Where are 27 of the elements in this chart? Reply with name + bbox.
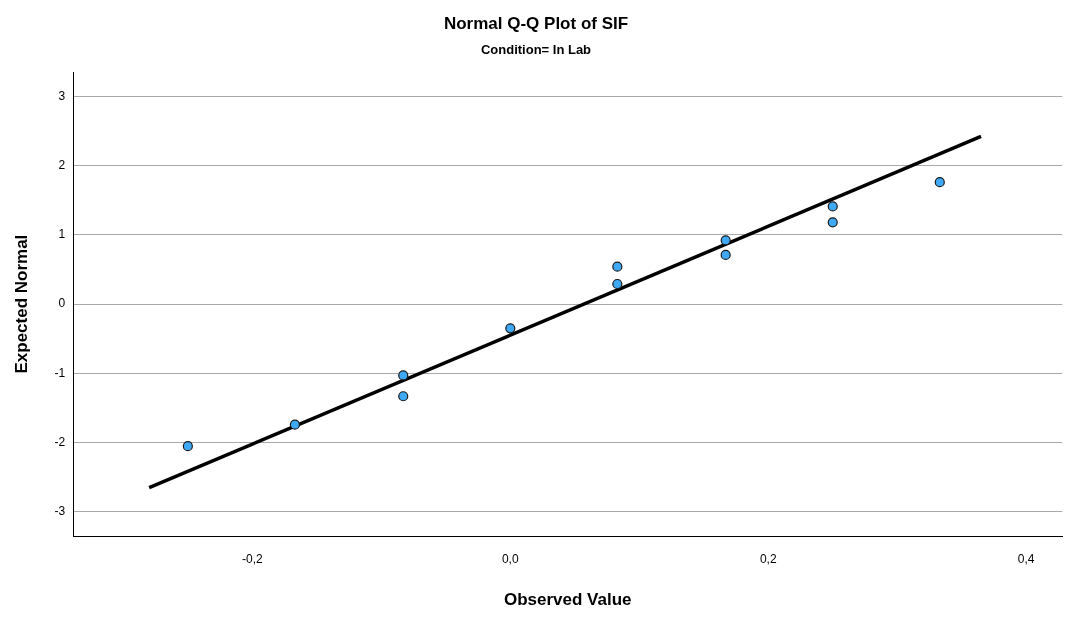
point [505, 323, 516, 334]
y-axis-title: Expected Normal [11, 234, 31, 374]
chart-subtitle: Condition= In Lab [480, 41, 592, 57]
y-tick-label: -2 [54, 434, 66, 449]
point [612, 261, 623, 272]
y-tick-label: 3 [58, 88, 66, 103]
point [398, 391, 409, 402]
x-axis-title: Observed Value [503, 590, 632, 610]
x-tick-label: 0,4 [1017, 551, 1035, 566]
y-tick-label: 0 [58, 296, 66, 311]
point [289, 419, 300, 430]
chart-title: Normal Q-Q Plot of SIF [443, 13, 629, 33]
x-tick-label: 0,2 [759, 551, 777, 566]
point [827, 217, 838, 228]
y-tick-label: -3 [54, 504, 66, 519]
y-tick-label: 2 [58, 157, 66, 172]
point [720, 249, 731, 261]
y-tick-label: 1 [58, 227, 66, 242]
y-tick-label: -1 [54, 365, 66, 380]
x-tick-label: -0,2 [242, 551, 263, 566]
point [182, 441, 193, 452]
point [827, 201, 838, 212]
point [398, 370, 409, 381]
point [720, 235, 731, 246]
point [612, 278, 623, 290]
x-tick-label: 0,0 [501, 551, 519, 566]
point [934, 177, 945, 188]
